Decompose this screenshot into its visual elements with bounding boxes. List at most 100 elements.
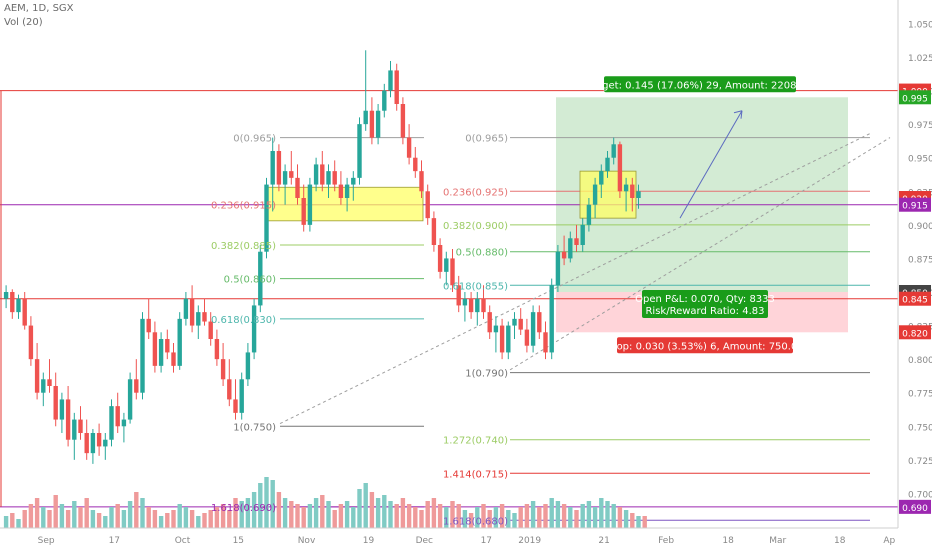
candle-body [487,312,492,333]
x-tick-label: 2019 [518,536,541,546]
y-tick-label: 0.875 [908,255,932,265]
volume-bar [351,507,356,528]
candle-body [530,312,536,346]
volume-bar [400,498,406,528]
stop-label: Stop: 0.030 (3.53%) 6, Amount: 750.01 [606,341,803,352]
volume-bar [549,498,554,528]
fib-right-label-1: 0.236(0.925) [443,187,508,198]
candle-body [103,439,108,447]
price-tag-label: 0.845 [902,296,928,306]
candle-body [419,171,424,192]
candle-body [227,379,232,400]
volume-bar [227,510,232,528]
candle-body [363,110,368,125]
volume-bar [543,504,548,528]
volume-bar [282,498,288,528]
x-tick-label: Nov [298,536,316,546]
candle-body [413,157,418,172]
time-axis-bg [0,528,932,550]
candle-body [382,90,387,111]
price-tag-label: 0.915 [902,202,928,212]
volume-bar [388,501,393,528]
candle-body [245,352,251,380]
volume-bar [456,504,461,528]
volume-bar [623,510,629,528]
volume-bar [437,504,443,528]
candle-body [96,433,102,447]
price-tag-box [899,90,931,105]
volume-bar [580,504,585,528]
candle-body [636,191,641,198]
candle-body [524,329,530,346]
volume-bar [630,513,635,528]
candle-body [512,318,517,326]
x-tick-label: Mar [769,536,786,546]
volume-bar [270,480,275,528]
candle-body [506,325,511,353]
volume-bar [53,495,58,528]
candle-body [493,325,499,333]
candle-body [537,312,542,333]
candle-body [611,144,616,158]
candle-body [623,184,629,192]
volume-bar [468,513,474,528]
volume-bar [84,498,89,528]
y-tick-label: 0.975 [908,121,932,131]
candle-body [431,218,437,245]
trendline-lower [279,133,871,425]
volume-bar [245,498,251,528]
volume-bar [512,513,517,528]
volume-bar [127,501,133,528]
candle-body [220,359,226,380]
candle-body [468,298,474,313]
volume-bar [357,489,362,528]
candle-body [388,70,393,91]
candle-body [34,359,40,393]
volume-bar [220,504,226,528]
volume-bar [28,504,34,528]
candle-body [338,184,344,198]
candle-body [630,184,635,198]
candle-body [59,399,65,420]
y-tick-label: 0.800 [908,356,932,366]
candle-body [177,318,182,366]
candle-body [357,124,362,178]
volume-bar [413,507,418,528]
candle-body [326,171,331,185]
candle-body [233,399,238,413]
candle-body [617,144,623,192]
volume-bar [506,510,511,528]
volume-bar [475,507,480,528]
fib-right-label-3: 0.5(0.880) [456,248,508,259]
candle-body [450,258,455,286]
candle-body [580,224,585,245]
x-tick-label: 18 [722,536,734,546]
price-tag-label: 0.995 [902,94,928,104]
candle-body [258,251,263,306]
highlight-zone-left [264,186,424,222]
pnl-label-box [642,290,768,318]
volume-bar [264,477,269,528]
y-tick-label: 0.775 [908,390,932,400]
volume-bar [103,516,108,528]
volume-bar [140,498,145,528]
volume-bar [90,510,96,528]
x-tick-label: 17 [109,536,120,546]
ratio-label: Risk/Reward Ratio: 4.83 [645,306,764,317]
volume-bar [332,510,337,528]
candle-body [41,379,46,393]
volume-bar [214,507,220,528]
volume-bar [16,519,21,528]
candle-body [10,292,15,313]
candle-body [239,379,244,413]
y-tick-label: 1.025 [908,54,932,64]
candle-body [295,177,300,198]
price-tag-label: 0.690 [902,504,928,514]
price-tag-label: 0.820 [902,329,928,339]
volume-bar [3,516,9,528]
x-tick-label: Ap [883,536,895,546]
candle-body [555,251,561,286]
candle-body [456,285,461,306]
y-tick-label: 0.700 [908,490,932,500]
